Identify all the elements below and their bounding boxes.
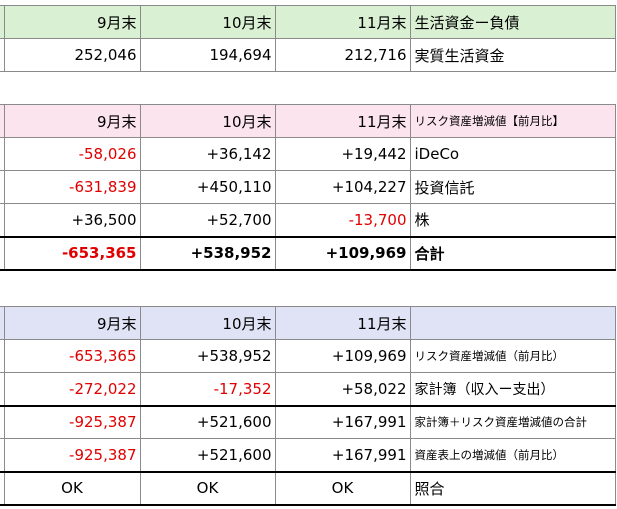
- table-living-funds: 9月末 10月末 11月末 生活資金ー負債 252,046 194,694 21…: [0, 5, 616, 72]
- cell-nov[interactable]: -13,700: [274, 203, 411, 237]
- cell-nov[interactable]: +19,442: [274, 137, 411, 171]
- table-risk-assets: 9月末 10月末 11月末 リスク資産増減値【前月比】 -58,026 +36,…: [0, 104, 616, 271]
- cell-sep[interactable]: -631,839: [3, 170, 141, 204]
- cell-oct[interactable]: +52,700: [139, 203, 276, 237]
- header-cell-oct[interactable]: 10月末: [139, 5, 276, 39]
- cell-sep[interactable]: 252,046: [3, 38, 141, 72]
- header-cell-label[interactable]: [409, 306, 616, 340]
- check-cell-oct[interactable]: OK: [139, 470, 276, 506]
- cell-nov[interactable]: +104,227: [274, 170, 411, 204]
- header-cell-label[interactable]: 生活資金ー負債: [409, 5, 616, 39]
- check-cell-sep[interactable]: OK: [3, 470, 141, 506]
- cell-sep[interactable]: +36,500: [3, 203, 141, 237]
- header-cell-sep[interactable]: 9月末: [3, 104, 141, 138]
- row-label-cell[interactable]: 株: [409, 203, 616, 237]
- row-label-cell[interactable]: 実質生活資金: [409, 38, 616, 72]
- table-check-row: OK OK OK 照合: [0, 470, 616, 506]
- check-label-cell[interactable]: 照合: [409, 470, 616, 506]
- cell-oct[interactable]: +538,952: [139, 339, 276, 373]
- cell-nov[interactable]: 212,716: [274, 38, 411, 72]
- cell-oct[interactable]: +36,142: [139, 137, 276, 171]
- row-label-cell[interactable]: iDeCo: [409, 137, 616, 171]
- cell-oct[interactable]: 194,694: [139, 38, 276, 72]
- header-cell-oct[interactable]: 10月末: [139, 306, 276, 340]
- total-cell-oct[interactable]: +538,952: [139, 235, 276, 271]
- row-label-cell[interactable]: 家計簿（収入ー支出）: [409, 372, 616, 407]
- cell-oct[interactable]: +450,110: [139, 170, 276, 204]
- table-total-row: -653,365 +538,952 +109,969 合計: [0, 235, 616, 271]
- table-row: -925,387 +521,600 +167,991 資産表上の増減値（前月比）: [0, 438, 616, 472]
- row-label-cell[interactable]: 投資信託: [409, 170, 616, 204]
- table-row: -925,387 +521,600 +167,991 家計簿＋リスク資産増減値の…: [0, 405, 616, 439]
- header-cell-oct[interactable]: 10月末: [139, 104, 276, 138]
- cell-oct[interactable]: +521,600: [139, 405, 276, 439]
- cell-sep[interactable]: -653,365: [3, 339, 141, 373]
- cell-nov[interactable]: +167,991: [274, 405, 411, 439]
- cell-nov[interactable]: +109,969: [274, 339, 411, 373]
- cell-sep[interactable]: -925,387: [3, 438, 141, 472]
- table-reconciliation: 9月末 10月末 11月末 -653,365 +538,952 +109,969…: [0, 306, 616, 506]
- row-label-cell[interactable]: 資産表上の増減値（前月比）: [409, 438, 616, 472]
- check-cell-nov[interactable]: OK: [274, 470, 411, 506]
- total-cell-sep[interactable]: -653,365: [3, 235, 141, 271]
- header-cell-sep[interactable]: 9月末: [3, 5, 141, 39]
- header-cell-sep[interactable]: 9月末: [3, 306, 141, 340]
- row-label-cell[interactable]: 家計簿＋リスク資産増減値の合計: [409, 405, 616, 439]
- table-header-row: 9月末 10月末 11月末: [0, 306, 616, 340]
- table-row: -631,839 +450,110 +104,227 投資信託: [0, 170, 616, 204]
- header-cell-label[interactable]: リスク資産増減値【前月比】: [409, 104, 616, 138]
- cell-oct[interactable]: +521,600: [139, 438, 276, 472]
- cell-nov[interactable]: +58,022: [274, 372, 411, 407]
- cell-sep[interactable]: -58,026: [3, 137, 141, 171]
- cell-sep[interactable]: -925,387: [3, 405, 141, 439]
- header-cell-nov[interactable]: 11月末: [274, 5, 411, 39]
- table-row: 252,046 194,694 212,716 実質生活資金: [0, 38, 616, 72]
- cell-oct[interactable]: -17,352: [139, 372, 276, 407]
- table-row: -653,365 +538,952 +109,969 リスク資産増減値（前月比）: [0, 339, 616, 373]
- header-cell-nov[interactable]: 11月末: [274, 104, 411, 138]
- row-label-cell[interactable]: リスク資産増減値（前月比）: [409, 339, 616, 373]
- table-header-row: 9月末 10月末 11月末 生活資金ー負債: [0, 5, 616, 39]
- table-row: -58,026 +36,142 +19,442 iDeCo: [0, 137, 616, 171]
- header-cell-nov[interactable]: 11月末: [274, 306, 411, 340]
- cell-sep[interactable]: -272,022: [3, 372, 141, 407]
- table-row: +36,500 +52,700 -13,700 株: [0, 203, 616, 237]
- total-cell-nov[interactable]: +109,969: [274, 235, 411, 271]
- total-label-cell[interactable]: 合計: [409, 235, 616, 271]
- cell-nov[interactable]: +167,991: [274, 438, 411, 472]
- table-row: -272,022 -17,352 +58,022 家計簿（収入ー支出）: [0, 372, 616, 407]
- table-header-row: 9月末 10月末 11月末 リスク資産増減値【前月比】: [0, 104, 616, 138]
